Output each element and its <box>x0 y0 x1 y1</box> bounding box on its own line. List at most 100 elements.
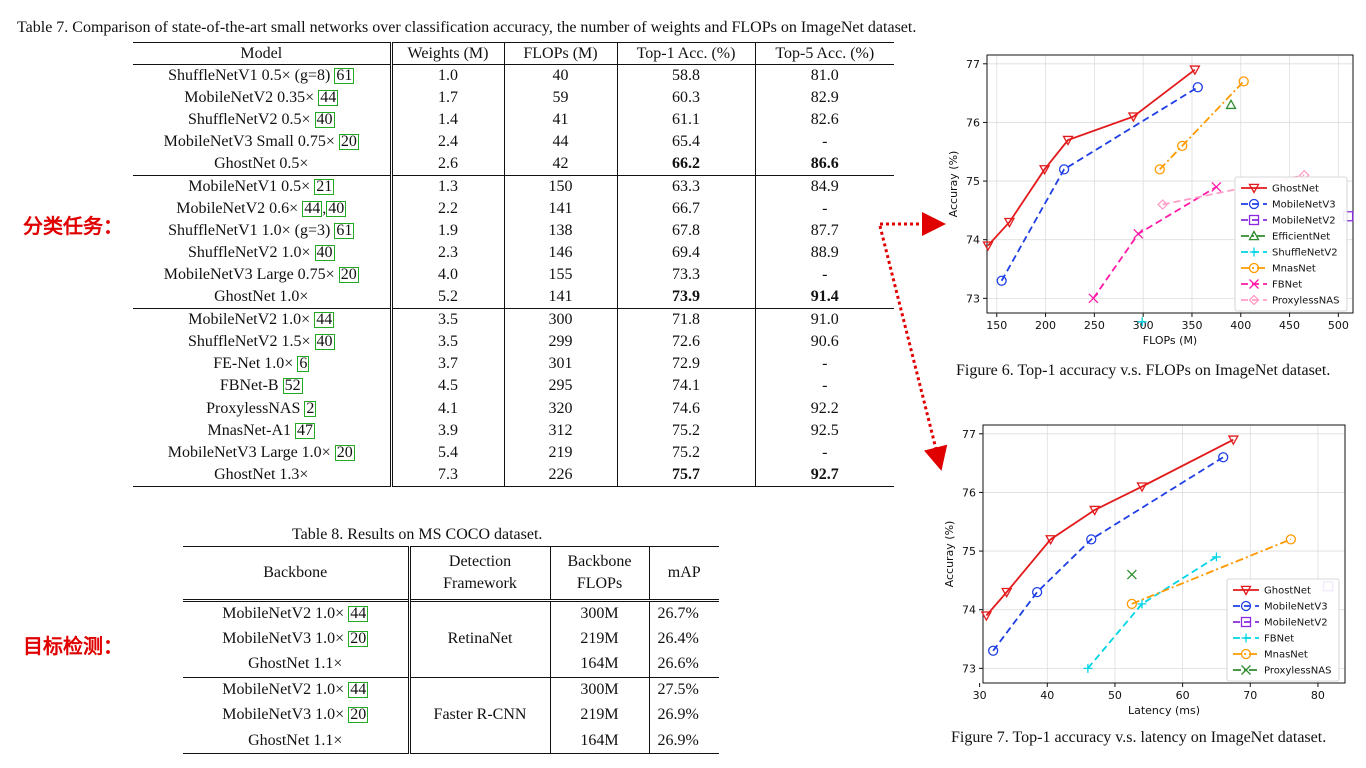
cell-backbone: MobileNetV3 1.0× 20 <box>183 626 411 652</box>
citation-link[interactable]: 40 <box>314 333 335 351</box>
cell-weights: 3.5 <box>391 330 505 354</box>
cell-top5: - <box>822 133 828 151</box>
x-tick-label: 150 <box>986 319 1007 332</box>
citation-link[interactable]: 61 <box>334 222 355 240</box>
citation-link[interactable]: 20 <box>338 133 359 151</box>
data-point <box>987 645 999 656</box>
cell-model: FE-Net 1.0× 6 <box>133 353 393 376</box>
cell-flops: 42 <box>504 153 618 176</box>
cell-top1: 61.1 <box>617 109 756 132</box>
table8-header-row: Backbone Detection Framework Backbone FLOP… <box>183 546 719 601</box>
citation-link[interactable]: 2 <box>304 399 317 417</box>
cell-top1: 72.9 <box>617 353 756 376</box>
cell-top5: - <box>822 443 828 461</box>
table8-detection: Backbone Detection Framework Backbone FLOP… <box>183 546 719 754</box>
data-point <box>1241 633 1251 643</box>
series-line <box>1087 556 1217 669</box>
citation-link[interactable]: 44 <box>314 311 335 329</box>
cell-model: GhostNet 1.3× <box>133 464 393 487</box>
table-row: GhostNet 0.5× 2.6 42 66.2 86.6 <box>133 153 894 176</box>
table7-body: ShuffleNetV1 0.5× (g=8) 61 1.0 40 58.8 81.0 M… <box>133 64 894 487</box>
data-point <box>1248 294 1260 306</box>
cell-weights: 2.2 <box>391 197 505 220</box>
cell-top5: 86.6 <box>810 155 839 173</box>
cell-flops: 155 <box>504 264 618 287</box>
x-axis-label: Latency (ms) <box>1128 704 1200 717</box>
table-row: GhostNet 1.3× 7.3 226 75.7 92.7 <box>133 464 894 487</box>
data-point <box>1154 164 1165 175</box>
citation-link[interactable]: 44 <box>348 605 369 622</box>
cell-top1: 72.6 <box>617 330 756 354</box>
cell-model: ShuffleNetV2 1.5× 40 <box>133 330 393 354</box>
cell-top1: 65.4 <box>617 131 756 154</box>
data-point <box>1089 505 1101 516</box>
table-row: ShuffleNetV1 1.0× (g=3) 61 1.9 138 67.8 87.7 <box>133 220 894 243</box>
cell-flops: 141 <box>504 286 618 309</box>
cell-framework: Faster R-CNN <box>409 677 551 754</box>
series-mnasnet <box>1126 534 1297 609</box>
model-name: GhostNet 1.0× <box>214 288 309 306</box>
table-row: MobileNetV2 0.6× 44, 40 2.2 141 66.7 - <box>133 197 894 220</box>
backbone-name: MobileNetV2 1.0× <box>222 605 345 622</box>
cell-top5: 81.0 <box>810 67 839 85</box>
citation-link[interactable]: 21 <box>314 177 335 195</box>
model-name: MobileNetV3 Small 0.75× <box>163 133 335 151</box>
series-line <box>1159 80 1245 170</box>
backbone-name: MobileNetV3 1.0× <box>222 629 345 647</box>
cell-flops: 301 <box>504 353 618 376</box>
data-point <box>1248 214 1260 226</box>
data-point <box>1218 452 1229 463</box>
data-point <box>1157 199 1169 210</box>
data-point <box>1133 228 1144 239</box>
legend-entry: MobileNetV2 <box>1272 216 1336 227</box>
header-framework-line1: Detection <box>448 553 512 570</box>
citation-link[interactable]: 20 <box>334 443 355 461</box>
citation-link[interactable]: 40 <box>326 199 347 217</box>
model-name: ProxylessNAS <box>206 399 301 417</box>
citation-link[interactable]: 40 <box>314 244 335 262</box>
citation-link[interactable]: 44 <box>302 199 323 217</box>
citation-link[interactable]: 61 <box>334 67 355 85</box>
model-name: ShuffleNetV2 1.0× <box>188 244 311 262</box>
cell-flops: 146 <box>504 242 618 265</box>
citation-link[interactable]: 6 <box>297 355 310 373</box>
y-tick-label: 73 <box>966 292 980 305</box>
data-point <box>1062 135 1074 146</box>
data-point <box>1088 293 1099 304</box>
cell-flops: 300 <box>504 308 618 331</box>
citation-link[interactable]: 44 <box>348 681 369 698</box>
model-name: FE-Net 1.0× <box>213 355 294 373</box>
citation-link[interactable]: 20 <box>348 706 369 724</box>
citation-link[interactable]: 20 <box>348 629 369 647</box>
cell-weights: 1.9 <box>391 220 505 243</box>
legend-entry: GhostNet <box>1264 586 1311 597</box>
cell-flops: 44 <box>504 131 618 154</box>
citation-link[interactable]: 44 <box>318 88 339 106</box>
data-point <box>1249 279 1259 289</box>
x-tick-label: 500 <box>1328 319 1349 332</box>
cell-top1: 60.3 <box>617 86 756 110</box>
data-point <box>1240 616 1252 628</box>
cell-top5: 91.4 <box>810 288 839 306</box>
citation-link[interactable]: 52 <box>282 377 303 395</box>
header-flops-line2: FLOPs <box>576 575 623 592</box>
cell-model: MobileNetV2 1.0× 44 <box>133 308 393 331</box>
citation-link[interactable]: 40 <box>314 111 335 129</box>
data-point <box>1126 569 1137 580</box>
citation-link[interactable]: 47 <box>295 421 316 439</box>
table-row: GhostNet 1.0× 5.2 141 73.9 91.4 <box>133 286 894 309</box>
header-backbone: Backbone <box>183 546 411 601</box>
data-point <box>1211 181 1222 192</box>
model-name: GhostNet 1.3× <box>214 465 309 483</box>
cell-top1: 63.3 <box>617 175 756 198</box>
cell-weights: 3.5 <box>391 308 505 331</box>
cell-flops: 150 <box>504 175 618 198</box>
citation-link[interactable]: 20 <box>338 266 359 284</box>
cell-top5: 82.6 <box>810 111 839 129</box>
cell-model: MobileNetV3 Small 0.75× 20 <box>133 131 393 154</box>
series-mobilenetv3 <box>996 82 1203 286</box>
series-ghostnet <box>982 65 1201 252</box>
data-point <box>1241 665 1251 675</box>
cell-backbone-flops: 300M <box>550 600 650 626</box>
model-name: MobileNetV2 0.6× <box>176 199 299 217</box>
